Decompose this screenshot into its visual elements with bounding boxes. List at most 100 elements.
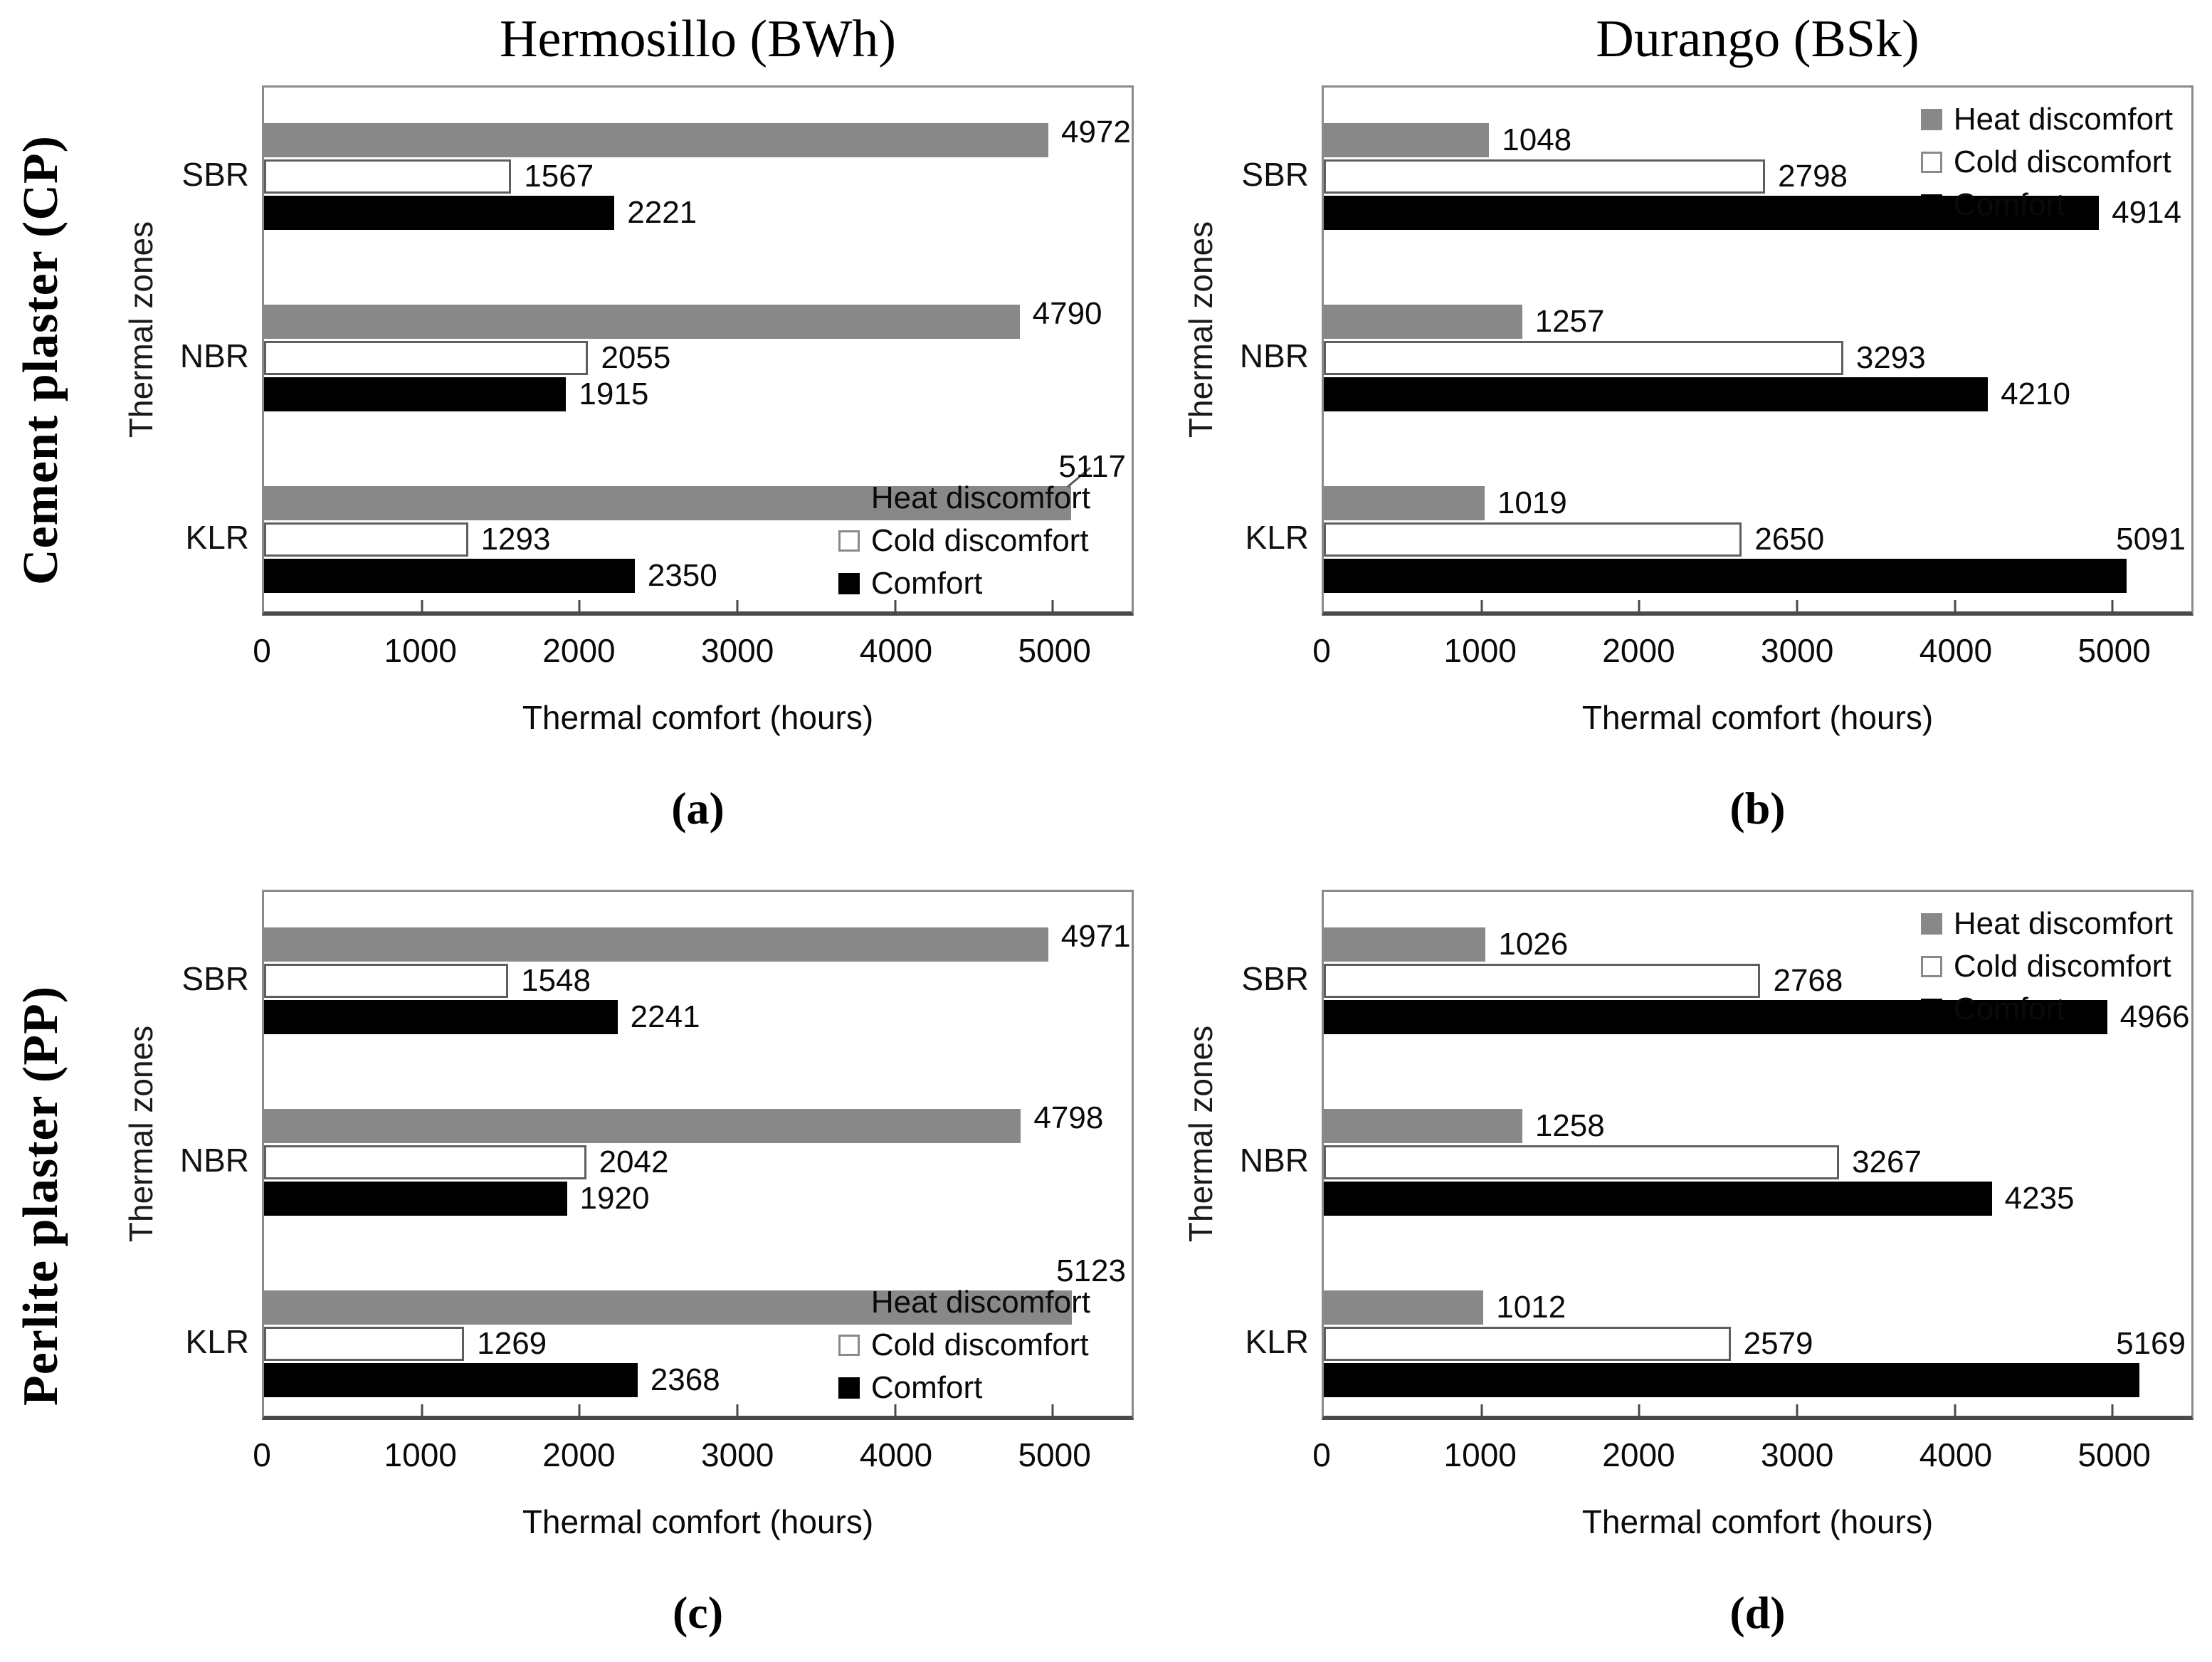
zone-label-klr: KLR [185, 1323, 249, 1360]
bar-row-cold-sbr: 1567 [264, 159, 1132, 194]
x-tick-label: 3000 [1761, 1436, 1834, 1473]
x-tick-mark [894, 1404, 897, 1416]
x-tick-label: 3000 [701, 1436, 774, 1473]
bar-value-label: 5123 [1056, 1253, 1126, 1288]
bar-row-cold-klr: 2579 [1324, 1326, 2191, 1361]
y-axis-zone-column: Thermal zones SBR NBR KLR [93, 85, 262, 616]
legend-label: Heat discomfort [1953, 102, 2173, 137]
bar-row-heat-klr: 1012 [1324, 1290, 2191, 1325]
row-label-cell-pp: Perlite plaster (PP) [0, 858, 93, 1662]
legend-label: Comfort [870, 1370, 983, 1405]
legend-item-cold: Cold discomfort [1920, 144, 2173, 180]
x-tick-mark [1954, 600, 1956, 611]
x-tick-mark [2111, 1404, 2114, 1416]
bar-value-label: 1257 [1534, 304, 1605, 339]
x-tick-mark [2111, 600, 2114, 611]
x-tick-mark [736, 1404, 739, 1416]
zone-label-klr: KLR [1245, 519, 1309, 556]
x-tick-label: 2000 [1602, 632, 1675, 669]
legend-item-cold: Cold discomfort [838, 1327, 1090, 1363]
bar-row-heat-nbr: 1258 [1324, 1108, 2191, 1143]
legend-item-comfort: Comfort [838, 1370, 1090, 1406]
x-tick-mark [421, 1404, 423, 1416]
plot-frame: 1026 2768 4966 1258 3267 4235 1012 2579 5169 Heat… [1322, 890, 2193, 1420]
chart-a-x-tick-labels: 0 1000 2000 3000 4000 5000 [253, 616, 1134, 687]
figure-row-cement-plaster: Cement plaster (CP) Hermosillo (BWh) The… [14, 0, 2212, 858]
bar-row-cold-sbr: 2798 [1324, 159, 2191, 194]
legend-label: Cold discomfort [870, 523, 1089, 558]
bar-comfort-klr [264, 559, 635, 593]
x-tick-mark [1796, 1404, 1798, 1416]
bar-row-cold-nbr: 2042 [264, 1145, 1132, 1179]
zone-label-sbr: SBR [1241, 960, 1309, 997]
bar-value-label: 1269 [477, 1326, 547, 1361]
bar-row-heat-klr: 5117 [264, 449, 1132, 520]
zone-label-nbr: NBR [1239, 1142, 1309, 1179]
bar-row-comfort-nbr: 4235 [1324, 1181, 2191, 1216]
x-tick-label: 1000 [1443, 632, 1517, 669]
bar-comfort-nbr [264, 377, 567, 411]
legend-marker-cold [1920, 956, 1942, 977]
bar-row-heat-sbr: 1026 [1324, 927, 2191, 962]
x-tick-label: 2000 [542, 632, 616, 669]
bar-heat-nbr [1324, 305, 1522, 339]
bar-value-label: 1048 [1502, 122, 1572, 157]
x-tick-mark [736, 600, 739, 611]
legend-label: Cold discomfort [1953, 949, 2171, 984]
plot-frame: 4972 1567 2221 4790 2055 1915 5117 1293 2350 Heat… [262, 85, 1134, 616]
bar-row-cold-sbr: 2768 [1324, 963, 2191, 998]
bar-value-label: 1567 [524, 159, 594, 194]
bar-row-heat-sbr: 1048 [1324, 122, 2191, 157]
bar-row-cold-klr: 2650 [1324, 522, 2191, 557]
legend-item-comfort: Comfort [1920, 187, 2173, 223]
bar-row-cold-nbr: 2055 [264, 340, 1132, 375]
bar-row-comfort-klr: 5091 [1324, 522, 2191, 593]
x-tick-label: 0 [1312, 632, 1331, 669]
legend: Heat discomfort Cold discomfort Comfort [1920, 906, 2173, 1027]
bar-value-label: 2055 [601, 340, 671, 375]
bar-heat-klr [264, 486, 1072, 520]
bar-value-label: 5091 [2116, 522, 2186, 557]
zone-label-klr: KLR [185, 519, 249, 556]
x-tick-mark [1480, 600, 1483, 611]
x-tick-label: 1000 [1443, 1436, 1517, 1473]
legend-marker-heat [1920, 913, 1942, 935]
bar-comfort-klr [264, 1363, 638, 1397]
bar-value-label: 2768 [1773, 963, 1843, 998]
bar-cold-sbr [1324, 964, 1761, 998]
bar-heat-klr [264, 1290, 1073, 1325]
chart-d-plot-area: Thermal zones SBR NBR KLR 1026 2768 4966 1258 32… [1152, 890, 2212, 1420]
bar-cold-sbr [1324, 159, 1766, 194]
bar-value-label: 1920 [579, 1181, 650, 1216]
chart-d-caption: (d) [1729, 1587, 1786, 1638]
bar-cold-sbr [264, 159, 512, 194]
legend-marker-cold [838, 1335, 860, 1356]
chart-b-cell: Durango (BSk) Thermal zones SBR NBR KLR 1048… [1152, 0, 2212, 858]
bar-row-comfort-sbr: 2241 [264, 999, 1132, 1034]
bar-row-heat-nbr: 1257 [1324, 304, 2191, 339]
chart-b-caption: (b) [1729, 783, 1786, 833]
bar-row-cold-sbr: 1548 [264, 963, 1132, 998]
bar-comfort-nbr [1324, 377, 1989, 411]
x-tick-label: 5000 [1018, 632, 1091, 669]
zone-label-klr: KLR [1245, 1323, 1309, 1360]
plot-frame: 4971 1548 2241 4798 2042 1920 5123 1269 2368 Heat… [262, 890, 1134, 1420]
legend-label: Heat discomfort [1953, 906, 2173, 941]
x-tick-label: 1000 [384, 1436, 457, 1473]
y-axis-title: Thermal zones [122, 1025, 159, 1242]
bar-row-cold-nbr: 3293 [1324, 340, 2191, 375]
chart-d-x-tick-labels: 0 1000 2000 3000 4000 5000 [1312, 1420, 2193, 1491]
x-tick-label: 5000 [2077, 632, 2151, 669]
legend-item-heat: Heat discomfort [838, 480, 1090, 516]
x-tick-mark [578, 600, 581, 611]
bar-cold-nbr [1324, 1145, 1840, 1179]
bar-value-label: 4235 [2004, 1181, 2075, 1216]
bar-value-label: 4790 [1032, 295, 1102, 331]
bar-group-nbr: 4790 2055 1915 [264, 296, 1132, 411]
bar-row-heat-nbr: 4790 [264, 296, 1132, 339]
bar-value-label: 2368 [650, 1362, 720, 1397]
chart-a-plot-area: Thermal zones SBR NBR KLR 4972 1567 2221 4790 20… [93, 85, 1152, 616]
bar-heat-klr [1324, 486, 1485, 520]
legend-item-heat: Heat discomfort [838, 1285, 1090, 1320]
chart-d-cell: Thermal zones SBR NBR KLR 1026 2768 4966 1258 32… [1152, 858, 2212, 1662]
